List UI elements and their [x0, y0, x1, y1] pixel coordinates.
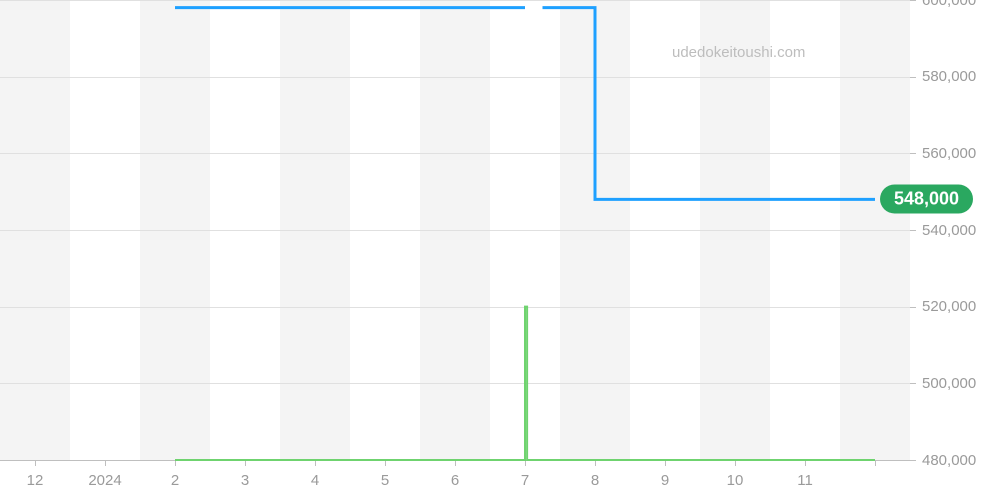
x-tick	[805, 460, 806, 466]
y-tick	[910, 460, 916, 461]
x-tick	[525, 460, 526, 466]
x-tick-label: 6	[451, 472, 459, 489]
x-tick-label: 8	[591, 472, 599, 489]
y-tick-label: 600,000	[922, 0, 976, 9]
x-tick-label: 12	[27, 472, 44, 489]
x-tick	[35, 460, 36, 466]
x-tick	[595, 460, 596, 466]
x-tick-label: 4	[311, 472, 319, 489]
x-tick	[665, 460, 666, 466]
grid-line	[0, 383, 910, 384]
grid-line	[0, 153, 910, 154]
y-tick-label: 560,000	[922, 145, 976, 162]
grid-line	[0, 0, 910, 1]
x-tick	[735, 460, 736, 466]
y-tick-label: 520,000	[922, 298, 976, 315]
y-tick	[910, 153, 916, 154]
y-tick	[910, 230, 916, 231]
x-tick-label: 10	[727, 472, 744, 489]
x-tick-label: 5	[381, 472, 389, 489]
y-tick	[910, 0, 916, 1]
grid-line	[0, 230, 910, 231]
y-tick	[910, 77, 916, 78]
y-tick	[910, 307, 916, 308]
y-tick-label: 540,000	[922, 222, 976, 239]
x-tick-label: 11	[797, 472, 813, 489]
y-tick-label: 480,000	[922, 452, 976, 469]
grid-line	[0, 77, 910, 78]
price-chart: 480,000 500,000 520,000 540,000 560,000 580,0…	[0, 0, 1000, 500]
y-tick-label: 580,000	[922, 68, 976, 85]
x-tick	[315, 460, 316, 466]
plot-area: 480,000500,000520,000540,000560,000580,0…	[0, 0, 910, 460]
current-price-badge: 548,000	[880, 185, 973, 214]
x-tick	[175, 460, 176, 466]
grid-line	[0, 307, 910, 308]
x-tick	[875, 460, 876, 466]
x-tick	[455, 460, 456, 466]
y-tick	[910, 383, 916, 384]
x-tick-label: 9	[661, 472, 669, 489]
x-tick-label: 3	[241, 472, 249, 489]
y-tick-label: 500,000	[922, 375, 976, 392]
x-tick	[385, 460, 386, 466]
x-tick-label: 2024	[88, 472, 121, 489]
watermark: udedokeitoushi.com	[672, 44, 805, 61]
x-tick	[245, 460, 246, 466]
x-tick	[105, 460, 106, 466]
x-tick-label: 7	[521, 472, 529, 489]
x-tick-label: 2	[171, 472, 179, 489]
